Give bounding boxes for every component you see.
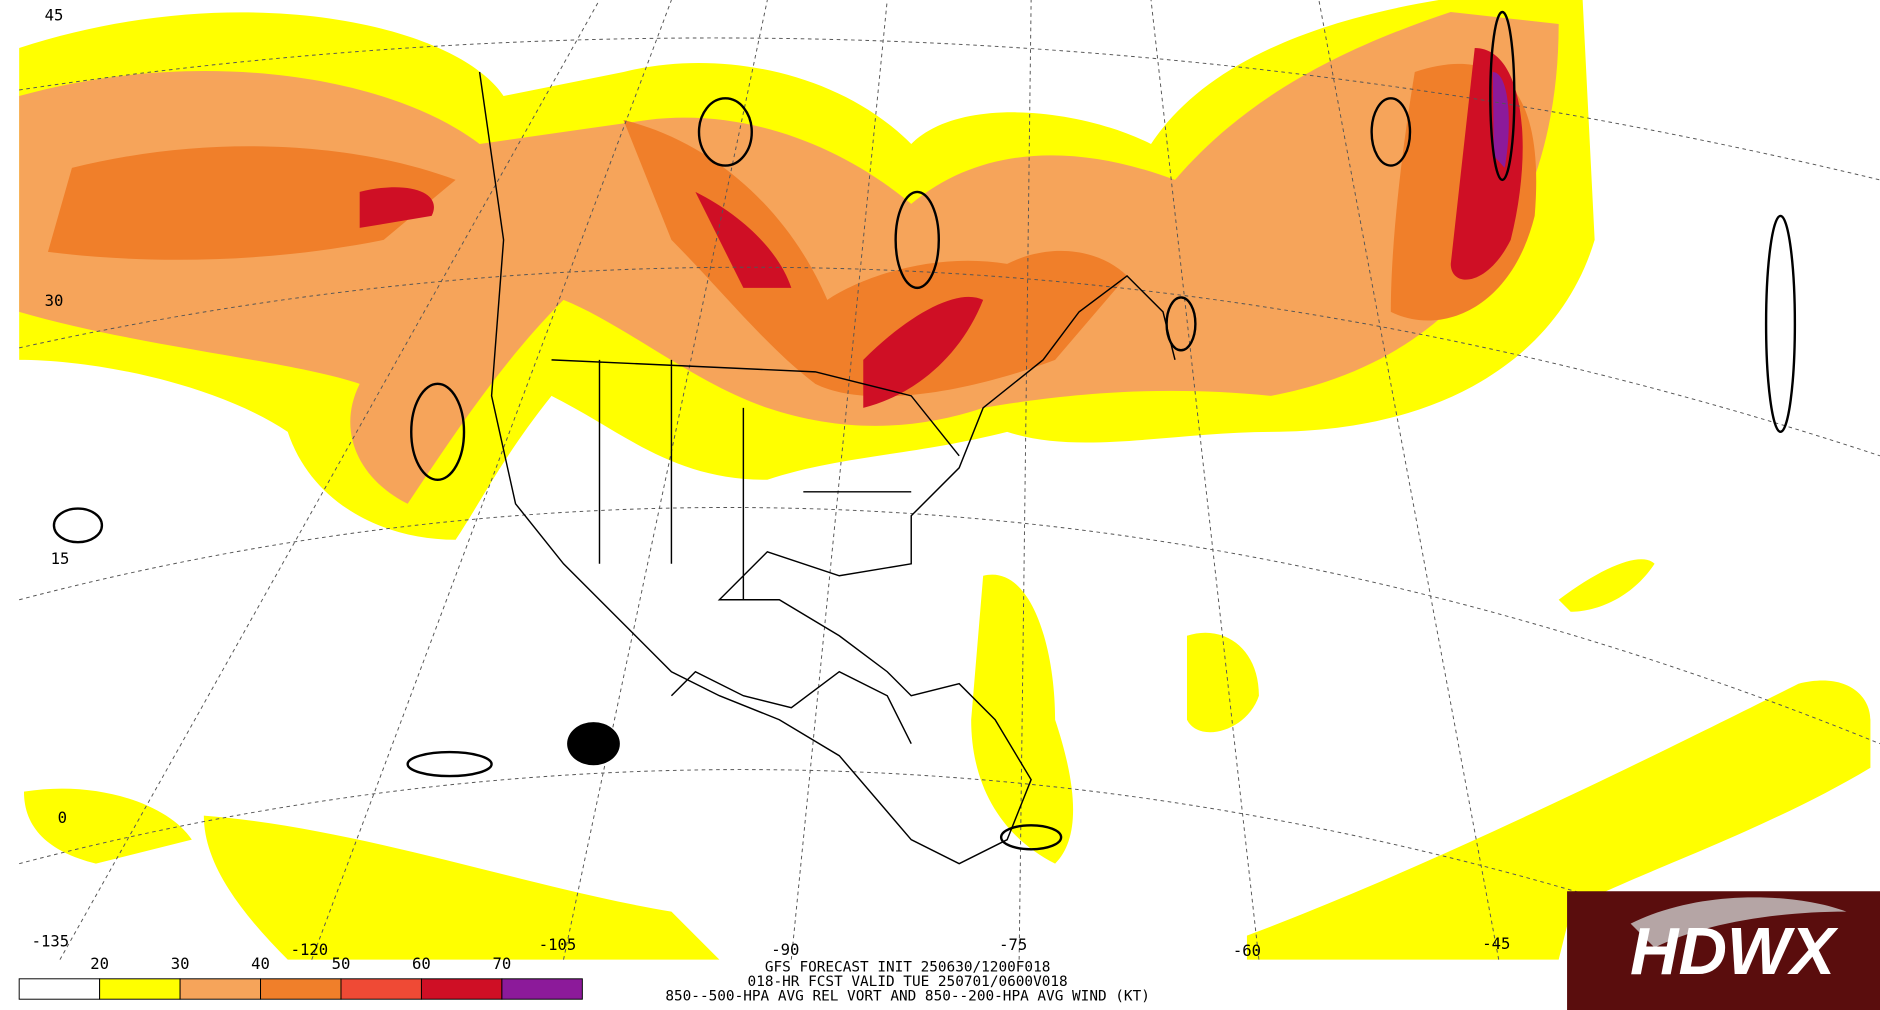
lon-label: -45	[1482, 935, 1510, 953]
lon-label: -90	[771, 941, 799, 959]
lon-label: -135	[32, 932, 70, 950]
vorticity-contours	[52, 10, 1797, 851]
footer-line: 850--500-HPA AVG REL VORT AND 850--200-H…	[665, 988, 1150, 1004]
footer-line: GFS FORECAST INIT 250630/1200F018	[765, 960, 1051, 976]
lat-label: 30	[45, 292, 64, 310]
logo-swirl	[1630, 897, 1847, 948]
legend-label: 40	[251, 955, 270, 973]
vorticity-max	[567, 722, 620, 766]
legend-label: 50	[332, 955, 351, 973]
legend: 20 30 40 50 60 70	[18, 955, 583, 1000]
wind-speed-shading	[19, 0, 1871, 960]
coastlines	[478, 71, 1176, 865]
lon-label: -120	[291, 941, 329, 959]
legend-swatch	[420, 978, 503, 1000]
lat-label: 15	[51, 550, 70, 568]
logo-text: HDWX	[1630, 914, 1839, 989]
legend-swatch	[99, 978, 181, 1000]
legend-label: 20	[90, 955, 109, 973]
legend-label: 30	[171, 955, 190, 973]
legend-label: 70	[493, 955, 512, 973]
lon-label: -105	[539, 936, 577, 954]
lat-label: 0	[58, 809, 67, 827]
lat-label: 45	[45, 6, 64, 24]
legend-swatch	[18, 978, 101, 1000]
legend-swatch	[179, 978, 262, 1000]
lon-label: -75	[999, 936, 1027, 954]
legend-swatch	[260, 978, 342, 1000]
lon-label: -60	[1233, 942, 1261, 960]
graticule	[19, 0, 1880, 997]
legend-swatch	[501, 978, 583, 1000]
legend-swatch	[340, 978, 422, 1000]
labels: 45 30 15 0 -135 -120 -105 -90 -75 -60 -45	[32, 6, 1511, 960]
legend-label: 60	[412, 955, 431, 973]
footer-line: 018-HR FCST VALID TUE 250701/0600V018	[748, 974, 1068, 990]
